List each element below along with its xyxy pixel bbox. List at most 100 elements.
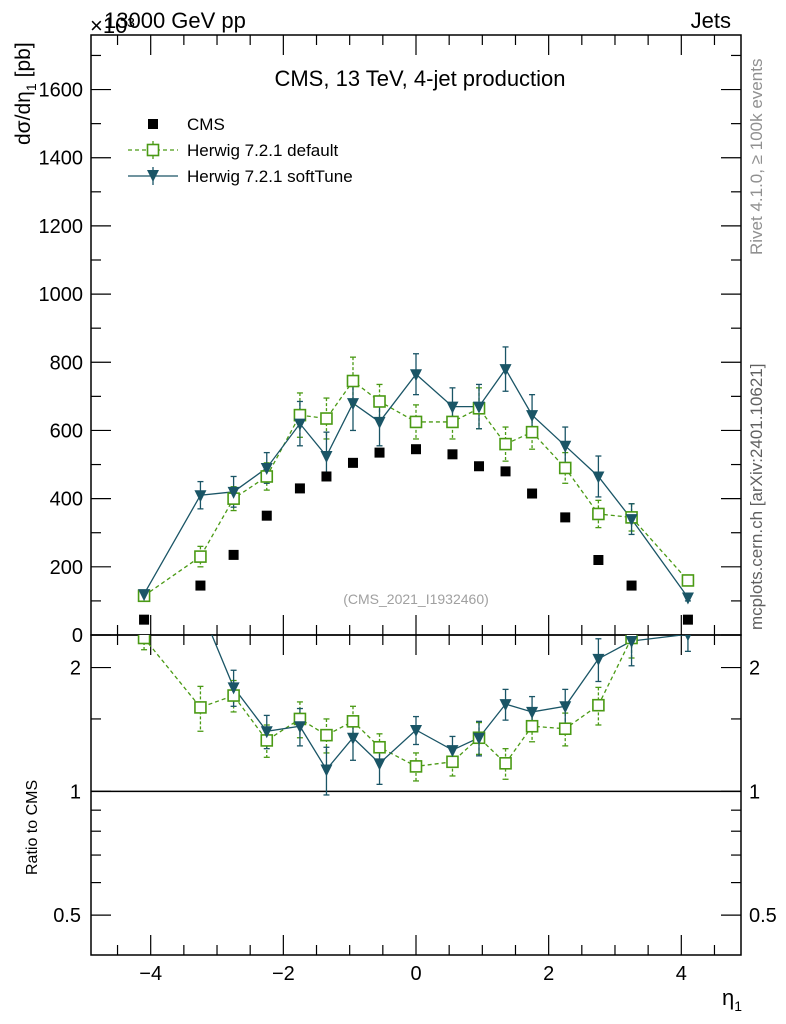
ratio-point-softtune [346, 732, 359, 745]
ratio-point-default [320, 728, 333, 742]
point-softtune [681, 592, 694, 605]
ratio-ytick-label-right: 0.5 [749, 905, 777, 927]
point-softtune [559, 440, 572, 453]
main-ytick-label: 0 [72, 625, 83, 647]
point-softtune [473, 401, 486, 414]
point-cms [474, 461, 485, 472]
header-process: 13000 GeV pp [104, 8, 246, 33]
point-cms [447, 449, 458, 460]
ylabel-main: dσ/dη [12, 91, 35, 145]
svg-text:dσ/dη1[pb]: dσ/dη1 [pb] [12, 42, 39, 145]
ratio-point-default [682, 562, 693, 573]
point-default [525, 425, 539, 439]
ratio-point-default [558, 722, 572, 736]
point-cms [500, 466, 511, 477]
ratio-point-softtune [559, 701, 572, 714]
ratio-ytick-label-left: 2 [70, 658, 81, 680]
ratio-point-softtune [293, 721, 306, 734]
point-cms [195, 580, 206, 591]
ratio-point-default [525, 719, 539, 733]
ratio-frame [90, 634, 742, 956]
ratio-ytick-label-right: 1 [749, 781, 760, 803]
point-default [558, 461, 572, 475]
main-ytick-label: 400 [50, 489, 83, 511]
ratio-panel: 0.5 0.5 1 1 2 2 Ratio to CMS −4 −2 0 2 4 η1 [24, 562, 777, 1014]
ratio-point-softtune [227, 682, 240, 695]
point-default [320, 412, 333, 425]
ratio-point-softtune [526, 706, 539, 719]
ratio-point-softtune [473, 732, 486, 745]
main-ytick-label: 800 [50, 352, 83, 374]
point-softtune [410, 369, 422, 382]
ratio-point-softtune [446, 745, 459, 758]
ratio-point-softtune [592, 653, 605, 666]
ratio-ticks [91, 635, 741, 955]
point-default [346, 374, 360, 388]
ratio-point-default [446, 755, 459, 769]
point-softtune [346, 398, 359, 411]
x-axis-label: η1 [722, 985, 742, 1014]
main-ylabel: dσ/dη1 [pb] [12, 42, 39, 145]
point-default [446, 415, 459, 429]
main-ytick-label: 1600 [39, 80, 84, 102]
point-cms [626, 580, 637, 591]
point-cms [682, 614, 693, 625]
point-softtune [526, 410, 539, 423]
xtick-label: −4 [139, 963, 162, 985]
point-default [409, 415, 423, 429]
legend-label-cms: CMS [187, 115, 225, 134]
legend-label-softtune: Herwig 7.2.1 softTune [187, 167, 353, 186]
ratio-point-softtune [410, 724, 422, 737]
ratio-point-default [137, 635, 151, 645]
point-default [499, 437, 512, 451]
ratio-point-default [346, 715, 360, 728]
xtick-label: 4 [676, 963, 687, 985]
point-cms [347, 457, 358, 468]
xtick-labels: −4 −2 0 2 4 [139, 963, 687, 985]
ratio-point-default [592, 698, 605, 712]
main-panel: 0 200 400 600 800 1000 1200 1400 1600 CMS, 13 Te… [12, 34, 742, 647]
xtick-label: −2 [272, 963, 295, 985]
point-softtune [227, 486, 240, 499]
ratio-point-default [373, 740, 386, 754]
point-softtune [320, 451, 333, 464]
ratio-point-softtune [373, 758, 386, 771]
point-softtune [446, 401, 459, 414]
legend-marker-softtune [147, 170, 159, 182]
point-default [373, 395, 386, 408]
legend-label-default: Herwig 7.2.1 default [187, 141, 338, 160]
point-cms [527, 488, 538, 499]
point-default [592, 507, 605, 521]
main-ytick-label: 600 [50, 420, 83, 442]
point-softtune [138, 589, 151, 602]
point-cms [321, 471, 332, 482]
ratio-point-default [194, 701, 207, 714]
main-ytick-label: 200 [50, 557, 83, 579]
ratio-ytick-label-right: 2 [749, 658, 760, 680]
main-ytick-label: 1200 [39, 216, 84, 238]
point-cms [139, 614, 150, 625]
ratio-ytick-label-left: 0.5 [53, 905, 81, 927]
ratio-point-softtune [260, 726, 273, 739]
point-cms [228, 549, 239, 560]
xtick-label: 0 [410, 963, 421, 985]
ratio-point-softtune [194, 602, 206, 614]
point-cms [560, 512, 571, 523]
ratio-ytick-label-left: 1 [70, 781, 81, 803]
point-cms [294, 483, 305, 494]
ratio-point-softtune [320, 764, 333, 777]
main-ytick-labels: 0 200 400 600 800 1000 1200 1400 1600 [39, 80, 84, 647]
mcplots-label: mcplots.cern.ch [arXiv:2401.10621] [747, 364, 766, 630]
point-softtune [194, 490, 207, 503]
point-default [194, 550, 207, 563]
ratio-point-softtune [499, 699, 512, 712]
point-softtune [499, 364, 512, 377]
chart-watermark: (CMS_2021_I1932460) [343, 591, 489, 607]
point-softtune [293, 418, 306, 431]
ratio-point-default [499, 757, 512, 770]
point-cms [411, 444, 421, 455]
main-series [137, 346, 695, 625]
xtick-label: 2 [543, 963, 554, 985]
ylabel-sub: 1 [23, 83, 39, 91]
